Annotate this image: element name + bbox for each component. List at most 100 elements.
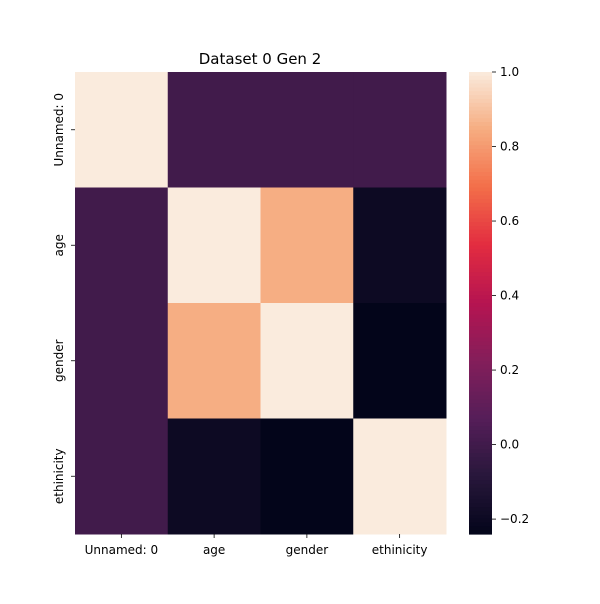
colorbar-tick-label: 0.0 xyxy=(500,438,519,452)
x-tick-label: age xyxy=(203,543,225,557)
heatmap-cell-2-0 xyxy=(75,303,169,419)
colorbar-segment xyxy=(469,172,492,177)
colorbar-segment xyxy=(469,322,492,327)
colorbar-segment xyxy=(469,260,492,266)
colorbar-segment xyxy=(469,314,492,319)
y-axis-ticks: Unnamed: 0 age gender ethinicity xyxy=(52,93,75,504)
colorbar-segment xyxy=(469,187,492,192)
colorbar-segment xyxy=(469,210,492,216)
colorbar-segment xyxy=(469,272,492,277)
heatmap-cell-3-2 xyxy=(260,418,354,535)
colorbar-tick-label: 0.6 xyxy=(500,214,519,228)
colorbar-segment xyxy=(469,303,492,308)
colorbar-segment xyxy=(469,337,492,343)
colorbar-segment xyxy=(469,72,492,77)
colorbar-tick-label: 1.0 xyxy=(500,65,519,79)
colorbar-segment xyxy=(469,426,492,431)
colorbar-segment xyxy=(469,326,492,331)
colorbar-segment xyxy=(469,237,492,242)
colorbar-segment xyxy=(469,372,492,377)
colorbar-segment xyxy=(469,522,492,527)
colorbar-segment xyxy=(469,487,492,493)
heatmap-cell-0-2 xyxy=(260,72,354,188)
heatmap-cells xyxy=(75,72,447,535)
colorbar-segment xyxy=(469,79,492,85)
colorbar-segment xyxy=(469,399,492,404)
chart-title: Dataset 0 Gen 2 xyxy=(199,50,322,68)
colorbar-segment xyxy=(469,122,492,127)
colorbar-tick-label: −0.2 xyxy=(500,512,529,526)
colorbar-segment xyxy=(469,395,492,400)
colorbar-segment xyxy=(469,453,492,458)
colorbar-segment xyxy=(469,441,492,447)
colorbar-segment xyxy=(469,510,492,516)
colorbar-segment xyxy=(469,318,492,323)
colorbar-segment xyxy=(469,214,492,219)
colorbar-tick-label: 0.2 xyxy=(500,363,519,377)
colorbar-segment xyxy=(469,299,492,304)
colorbar-segment xyxy=(469,414,492,420)
colorbar-segment xyxy=(469,191,492,196)
x-tick-label: ethinicity xyxy=(372,543,428,557)
x-tick-label: Unnamed: 0 xyxy=(85,543,159,557)
colorbar-segment xyxy=(469,380,492,385)
x-tick-label: gender xyxy=(286,543,329,557)
colorbar-segment xyxy=(469,156,492,162)
colorbar-segment xyxy=(469,110,492,115)
colorbar-segment xyxy=(469,360,492,366)
colorbar-segment xyxy=(469,149,492,154)
colorbar-segment xyxy=(469,241,492,246)
colorbar-segment xyxy=(469,245,492,250)
heatmap-cell-0-0 xyxy=(75,72,169,188)
colorbar-segment xyxy=(469,526,492,531)
colorbar-segment xyxy=(469,279,492,285)
colorbar-segment xyxy=(469,141,492,146)
colorbar-segment xyxy=(469,283,492,289)
colorbar: −0.2 0.0 0.2 0.4 0.6 0.8 1.0 xyxy=(469,65,529,535)
heatmap-cell-2-1 xyxy=(167,303,261,419)
heatmap-cell-1-0 xyxy=(75,187,169,304)
heatmap-cell-0-3 xyxy=(353,72,447,188)
colorbar-segment xyxy=(469,98,492,104)
colorbar-segment xyxy=(469,464,492,470)
heatmap-cell-1-1 xyxy=(167,187,261,304)
colorbar-segment xyxy=(469,518,492,524)
colorbar-segment xyxy=(469,368,492,373)
colorbar-segment xyxy=(469,345,492,350)
colorbar-segment xyxy=(469,457,492,462)
colorbar-segment xyxy=(469,264,492,269)
heatmap-cell-3-3 xyxy=(353,418,447,535)
colorbar-segment xyxy=(469,460,492,466)
colorbar-segment xyxy=(469,137,492,142)
colorbar-segment xyxy=(469,95,492,100)
colorbar-segment xyxy=(469,226,492,231)
colorbar-segment xyxy=(469,356,492,362)
colorbar-segment xyxy=(469,291,492,296)
colorbar-segment xyxy=(469,341,492,346)
colorbar-segment xyxy=(469,91,492,96)
colorbar-segment xyxy=(469,480,492,485)
colorbar-segment xyxy=(469,164,492,169)
heatmap-cell-1-3 xyxy=(353,187,447,304)
colorbar-segment xyxy=(469,449,492,454)
colorbar-segment xyxy=(469,252,492,258)
colorbar-segment xyxy=(469,514,492,520)
heatmap-cell-0-1 xyxy=(167,72,261,188)
colorbar-segment xyxy=(469,437,492,443)
colorbar-segment xyxy=(469,195,492,200)
colorbar-segment xyxy=(469,222,492,227)
colorbar-segment xyxy=(469,310,492,316)
colorbar-segment xyxy=(469,75,492,81)
colorbar-segment xyxy=(469,133,492,139)
colorbar-segment xyxy=(469,233,492,239)
colorbar-segment xyxy=(469,183,492,189)
colorbar-segment xyxy=(469,403,492,408)
heatmap-cell-2-2 xyxy=(260,303,354,419)
colorbar-segment xyxy=(469,179,492,185)
colorbar-tick-label: 0.4 xyxy=(500,289,519,303)
colorbar-segment xyxy=(469,160,492,165)
colorbar-segment xyxy=(469,499,492,504)
colorbar-segment xyxy=(469,106,492,112)
colorbar-segment xyxy=(469,249,492,254)
